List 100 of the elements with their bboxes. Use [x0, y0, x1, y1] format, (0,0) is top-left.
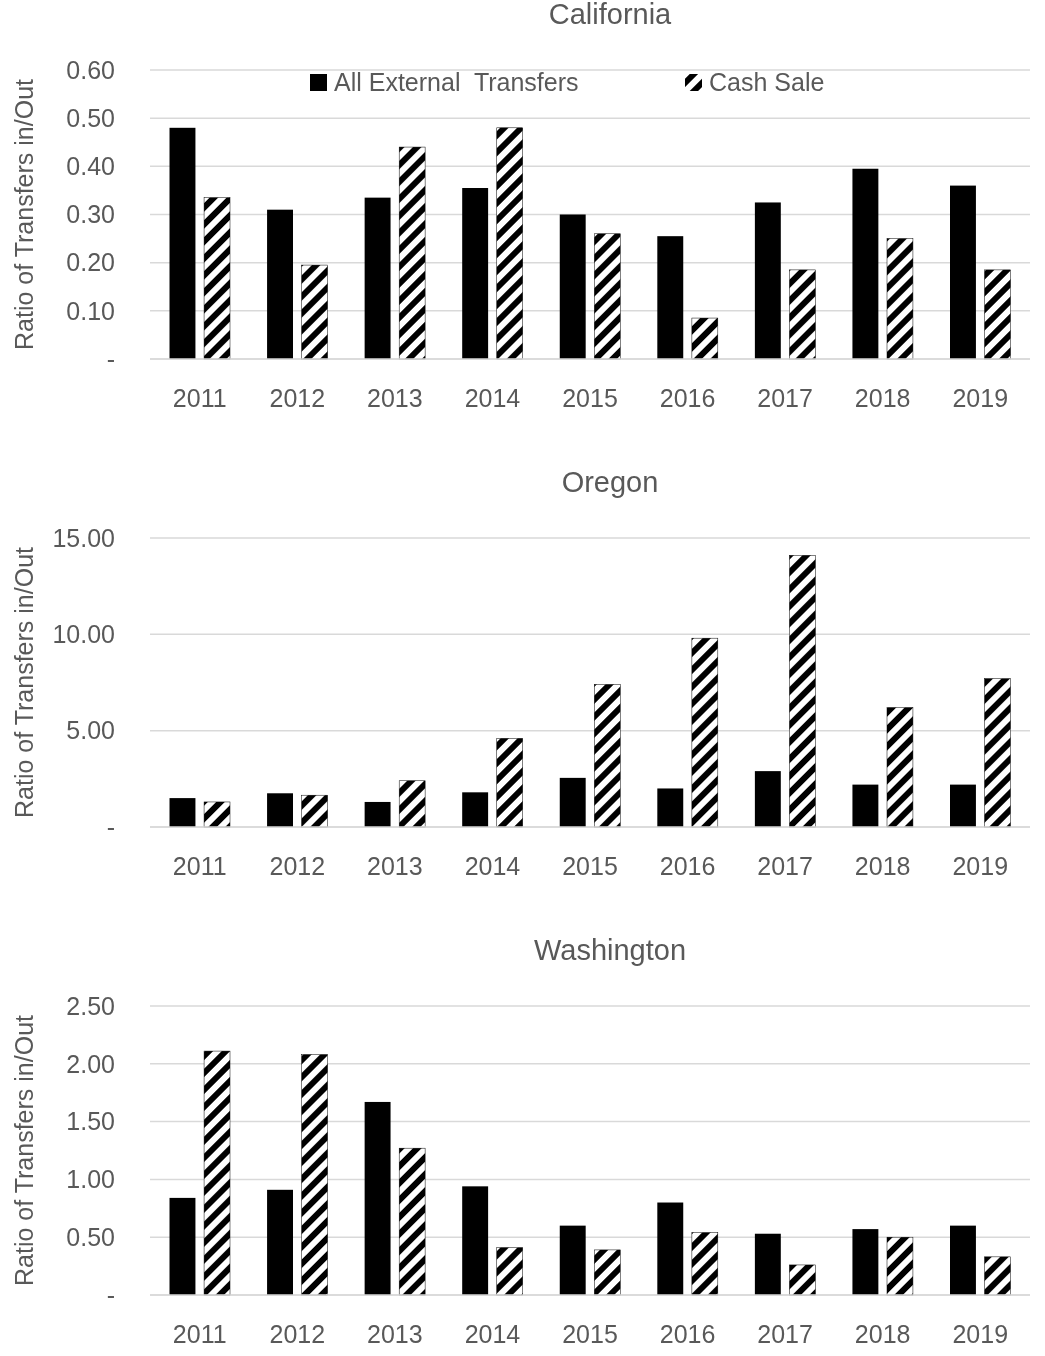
- bar: [950, 784, 976, 827]
- bar: [754, 202, 781, 359]
- bar: [886, 707, 914, 828]
- x-tick-label: 2014: [464, 1320, 521, 1348]
- bar: [398, 146, 426, 360]
- y-axis-title: Ratio of Transfers in/Out: [10, 78, 38, 350]
- x-tick-label: 2019: [952, 1320, 1009, 1348]
- y-tick-label: -: [106, 1280, 115, 1309]
- bar: [496, 127, 523, 360]
- x-tick-label: 2015: [562, 852, 618, 880]
- x-tick-label: 2015: [562, 384, 618, 412]
- bar: [789, 555, 816, 828]
- bar: [364, 197, 391, 359]
- bar: [594, 1249, 621, 1296]
- x-tick-label: 2015: [562, 1320, 618, 1348]
- y-axis-title: Ratio of Transfers in/Out: [10, 546, 38, 818]
- x-tick-label: 2019: [952, 384, 1009, 412]
- y-tick-label: 2.00: [66, 1049, 115, 1078]
- bar: [984, 1256, 1011, 1296]
- bar: [267, 793, 293, 827]
- bar: [657, 236, 684, 359]
- y-tick-label: 0.50: [66, 103, 115, 132]
- bar: [203, 197, 231, 360]
- y-tick-label: 1.00: [66, 1165, 115, 1194]
- y-tick-label: 2.50: [66, 991, 115, 1020]
- bar: [203, 1050, 231, 1296]
- bar: [852, 784, 879, 827]
- x-tick-label: 2014: [464, 852, 521, 880]
- chart-title: Washington: [533, 934, 687, 966]
- bar: [559, 1225, 586, 1295]
- y-tick-label: 0.40: [66, 152, 115, 181]
- x-tick-label: 2017: [757, 384, 813, 412]
- bar: [559, 214, 586, 359]
- bar: [364, 801, 391, 827]
- bar: [301, 264, 328, 360]
- bar: [462, 188, 489, 359]
- x-tick-label: 2019: [952, 852, 1009, 880]
- y-tick-label: 10.00: [52, 620, 115, 649]
- bar: [364, 1101, 391, 1295]
- y-tick-label: 0.60: [66, 55, 115, 84]
- bar: [691, 1232, 719, 1296]
- y-tick-label: 15.00: [52, 523, 115, 552]
- bar: [789, 1264, 816, 1296]
- bar: [496, 738, 523, 828]
- bar: [657, 1202, 684, 1295]
- bar: [169, 1197, 196, 1295]
- bar: [462, 1186, 489, 1295]
- bar: [657, 788, 684, 827]
- x-tick-label: 2016: [659, 384, 716, 412]
- y-axis-title: Ratio of Transfers in/Out: [10, 1014, 38, 1286]
- x-tick-label: 2012: [269, 852, 326, 880]
- bar: [886, 238, 914, 360]
- x-tick-label: 2011: [172, 852, 227, 880]
- x-tick-label: 2016: [659, 1320, 716, 1348]
- bar: [984, 678, 1011, 828]
- bar: [169, 127, 196, 359]
- x-tick-label: 2012: [269, 1320, 326, 1348]
- x-tick-label: 2017: [757, 1320, 813, 1348]
- bar: [754, 1233, 781, 1295]
- legend-label: Cash Sale: [709, 67, 825, 96]
- x-tick-label: 2011: [172, 384, 227, 412]
- bar: [301, 794, 328, 828]
- chart-title: Oregon: [561, 466, 659, 498]
- y-tick-label: 0.30: [66, 200, 115, 229]
- bar: [398, 780, 426, 828]
- bar: [691, 317, 719, 360]
- y-tick-label: 0.20: [66, 248, 115, 277]
- bar: [203, 801, 231, 828]
- x-tick-label: 2018: [854, 384, 911, 412]
- bar: [789, 269, 816, 360]
- x-tick-label: 2017: [757, 852, 813, 880]
- x-tick-label: 2013: [367, 1320, 423, 1348]
- x-tick-label: 2012: [269, 384, 326, 412]
- x-tick-label: 2018: [854, 1320, 911, 1348]
- bar: [496, 1247, 523, 1296]
- bar: [950, 185, 976, 359]
- bar: [950, 1225, 976, 1295]
- bar: [691, 637, 719, 828]
- legend-label: All External Transfers: [334, 67, 579, 96]
- x-tick-label: 2016: [659, 852, 716, 880]
- bar: [852, 168, 879, 359]
- bar: [398, 1147, 426, 1296]
- x-tick-label: 2013: [367, 852, 423, 880]
- bar: [301, 1054, 328, 1296]
- bar: [559, 777, 586, 827]
- y-tick-label: 0.10: [66, 296, 115, 325]
- x-tick-label: 2013: [367, 384, 423, 412]
- bar: [169, 798, 196, 827]
- bar: [886, 1236, 914, 1296]
- y-tick-label: 5.00: [66, 716, 115, 745]
- bar: [594, 684, 621, 828]
- x-tick-label: 2011: [172, 1320, 227, 1348]
- y-tick-label: -: [106, 344, 115, 373]
- y-tick-label: 1.50: [66, 1107, 115, 1136]
- y-tick-label: -: [106, 812, 115, 841]
- bar: [462, 792, 489, 827]
- bar: [754, 771, 781, 827]
- chart-title: California: [548, 0, 673, 30]
- bar: [267, 1189, 293, 1295]
- bar: [267, 209, 293, 359]
